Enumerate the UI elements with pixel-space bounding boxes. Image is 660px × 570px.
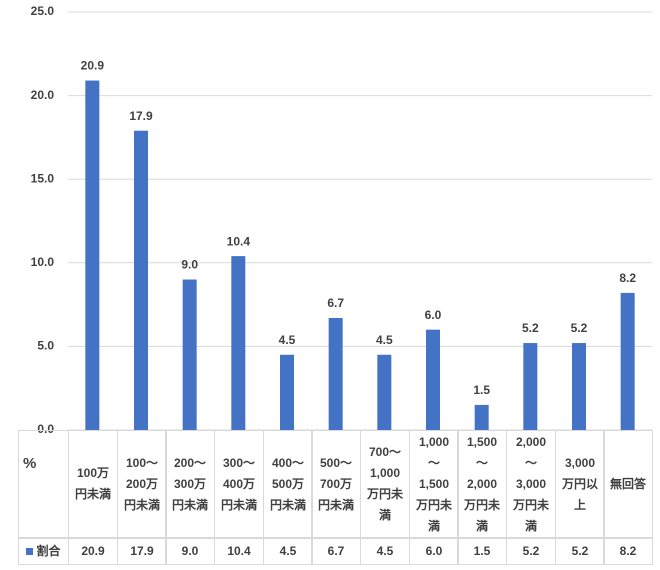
bar xyxy=(620,292,635,430)
category-label: 無回答 xyxy=(603,430,653,538)
bar xyxy=(474,404,489,430)
table-value: 6.0 xyxy=(409,538,459,565)
cell-text: 100万円未満 xyxy=(74,466,111,501)
bar xyxy=(85,80,100,430)
table-value: 9.0 xyxy=(165,538,215,565)
cell-text: 5.2 xyxy=(522,544,540,558)
bar xyxy=(280,354,294,430)
table-value: 6.7 xyxy=(311,538,361,565)
table-value: 20.9 xyxy=(68,538,118,565)
data-label: 10.4 xyxy=(227,234,251,248)
cell-text: 3,000万円以上 xyxy=(561,455,598,512)
data-label: 5.2 xyxy=(522,321,539,335)
cell-text: 400～500万円未満 xyxy=(269,455,306,512)
data-label: 20.9 xyxy=(81,59,105,73)
data-label: 17.9 xyxy=(129,109,153,123)
cell-text: 700～1,000万円未満 xyxy=(366,445,403,522)
data-label: 8.2 xyxy=(619,271,636,285)
cell-text: 1,000～1,500万円未満 xyxy=(415,434,452,533)
category-label: 700～1,000万円未満 xyxy=(360,430,410,538)
bar xyxy=(377,354,392,430)
cell-text: 1,500～2,000万円未満 xyxy=(463,434,500,533)
y-tick-label: 20.0 xyxy=(31,88,55,102)
y-axis-label: % xyxy=(18,430,69,538)
legend-swatch xyxy=(26,548,34,555)
cell-text: 9.0 xyxy=(181,544,199,558)
cell-text: 5.2 xyxy=(571,544,589,558)
cell-text: 4.5 xyxy=(376,544,394,558)
cell-text: 8.2 xyxy=(619,544,637,558)
cell-text: 10.4 xyxy=(227,544,251,558)
cell-text: 無回答 xyxy=(609,476,646,491)
data-label: 6.7 xyxy=(327,296,344,310)
category-label: 1,500～2,000万円未満 xyxy=(457,430,507,538)
cell-text: 20.9 xyxy=(81,544,105,558)
data-label: 1.5 xyxy=(473,383,490,397)
cell-text: 17.9 xyxy=(130,544,154,558)
cell-text: 4.5 xyxy=(279,544,297,558)
category-label: 2,000～3,000万円未満 xyxy=(506,430,556,538)
bar xyxy=(426,329,440,430)
bar xyxy=(572,343,586,430)
category-label: 500～700万円未満 xyxy=(311,430,361,538)
table-value: 5.2 xyxy=(555,538,605,565)
cell-text: 300～400万円未満 xyxy=(220,455,257,512)
data-label: 4.5 xyxy=(376,333,393,347)
cell-text: 6.7 xyxy=(327,544,345,558)
cell-text: 2,000～3,000万円未満 xyxy=(512,434,549,533)
category-label: 300～400万円未満 xyxy=(214,430,264,538)
table-value: 4.5 xyxy=(263,538,313,565)
data-label: 6.0 xyxy=(425,308,442,322)
y-tick-label: 5.0 xyxy=(37,339,54,353)
bar xyxy=(523,343,538,430)
y-label: % xyxy=(23,455,37,472)
table-value: 8.2 xyxy=(603,538,653,565)
cell-text: 500～700万円未満 xyxy=(317,455,354,512)
data-label: 9.0 xyxy=(181,258,198,272)
category-label: 200～300万円未満 xyxy=(165,430,215,538)
y-tick-label: 25.0 xyxy=(31,4,55,18)
category-label: 100万円未満 xyxy=(68,430,118,538)
cell-text: 6.0 xyxy=(425,544,443,558)
legend-label: 割合 xyxy=(36,544,61,558)
category-label: 1,000～1,500万円未満 xyxy=(409,430,459,538)
bar xyxy=(328,317,343,430)
data-label: 4.5 xyxy=(279,333,296,347)
table-value: 4.5 xyxy=(360,538,410,565)
y-tick-label: 0.0 xyxy=(37,422,54,436)
bar xyxy=(231,256,246,430)
cell-text: 100～200万円未満 xyxy=(123,455,160,512)
category-label: 100～200万円未満 xyxy=(117,430,167,538)
table-value: 10.4 xyxy=(214,538,264,565)
cell-text: 200～300万円未満 xyxy=(171,455,208,512)
y-tick-label: 10.0 xyxy=(31,255,55,269)
cell-text: 1.5 xyxy=(473,544,491,558)
data-label: 5.2 xyxy=(571,321,588,335)
y-tick-label: 15.0 xyxy=(31,171,55,185)
bar xyxy=(134,130,148,430)
table-value: 5.2 xyxy=(506,538,556,565)
category-label: 400～500万円未満 xyxy=(263,430,313,538)
table-value: 1.5 xyxy=(457,538,507,565)
legend-cell: 割合 xyxy=(18,538,69,565)
bar xyxy=(182,279,197,430)
table-value: 17.9 xyxy=(117,538,167,565)
category-label: 3,000万円以上 xyxy=(555,430,605,538)
